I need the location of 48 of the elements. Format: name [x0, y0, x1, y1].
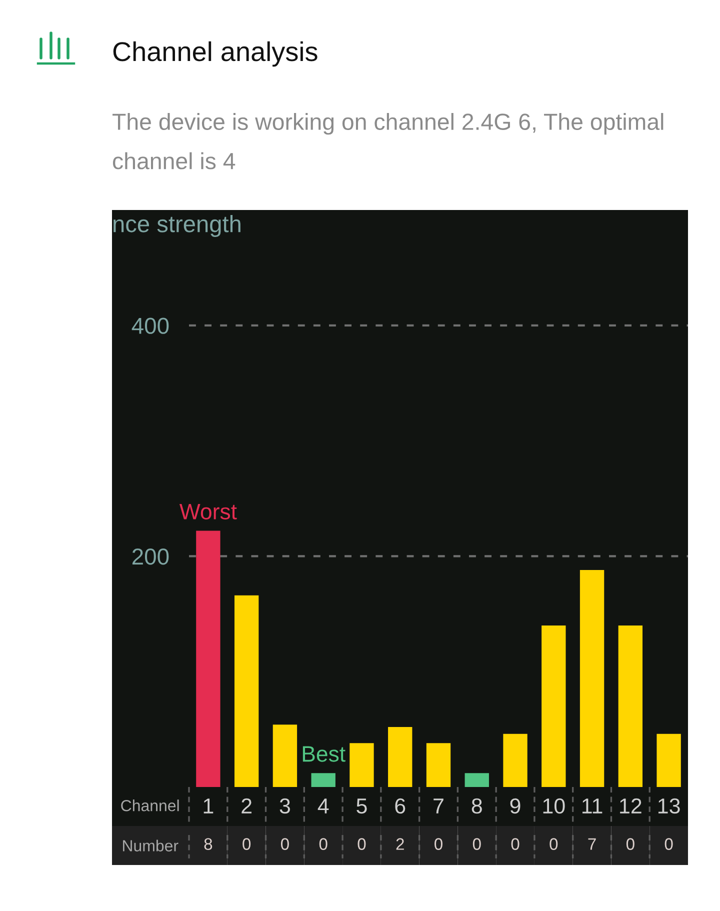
y-axis-title: nce strength — [114, 214, 240, 238]
bar — [464, 773, 489, 787]
data-label: 2 — [396, 838, 404, 850]
data-label: 0 — [626, 838, 634, 850]
data-label: 0 — [550, 838, 558, 850]
data-label: 7 — [588, 838, 596, 850]
bar — [196, 530, 220, 787]
chart-subtitle: The device is working on channel 2.4G 6, The optimal channel is 4 — [112, 113, 664, 170]
annotation: Best — [302, 746, 346, 762]
bar — [542, 625, 566, 787]
x-tick-label: 1 — [204, 798, 214, 814]
x-tick-label: 3 — [280, 798, 290, 814]
x-tick-label: 5 — [356, 798, 367, 814]
y-tick-label: 200 — [132, 548, 169, 565]
bar — [503, 734, 528, 787]
x-tick-label: 12 — [620, 798, 642, 814]
x-tick-label: 4 — [318, 798, 329, 814]
x-tick-label: 10 — [543, 798, 565, 814]
data-label: 0 — [664, 838, 673, 850]
bar — [234, 595, 259, 787]
x-axis-title: Channel — [121, 800, 179, 812]
y-tick-label: Number — [123, 840, 178, 852]
data-label: 0 — [511, 838, 520, 850]
annotation: Worst — [179, 504, 237, 520]
x-tick-label: 7 — [434, 798, 444, 814]
data-label: 0 — [242, 838, 251, 850]
data-label: 0 — [358, 838, 366, 850]
x-tick-label: 9 — [510, 798, 520, 814]
chart-title: Channel analysis — [113, 41, 318, 67]
y-tick-label: 400 — [132, 318, 169, 334]
bar — [656, 734, 681, 787]
x-tick-label: 6 — [395, 798, 406, 814]
bar — [426, 743, 451, 787]
x-tick-label: 13 — [658, 798, 680, 814]
data-label: 0 — [319, 838, 328, 850]
data-label: 0 — [472, 838, 481, 850]
data-label: 0 — [434, 838, 442, 850]
bar — [580, 570, 604, 787]
x-tick-label: 11 — [582, 798, 602, 814]
data-label: 8 — [204, 838, 212, 850]
bar — [272, 724, 298, 787]
data-label: 0 — [280, 838, 289, 850]
bar — [350, 743, 374, 787]
x-tick-label: 8 — [472, 798, 482, 814]
bar — [388, 726, 412, 787]
bar — [618, 625, 643, 787]
x-tick-label: 2 — [242, 798, 252, 814]
bar — [311, 773, 336, 787]
